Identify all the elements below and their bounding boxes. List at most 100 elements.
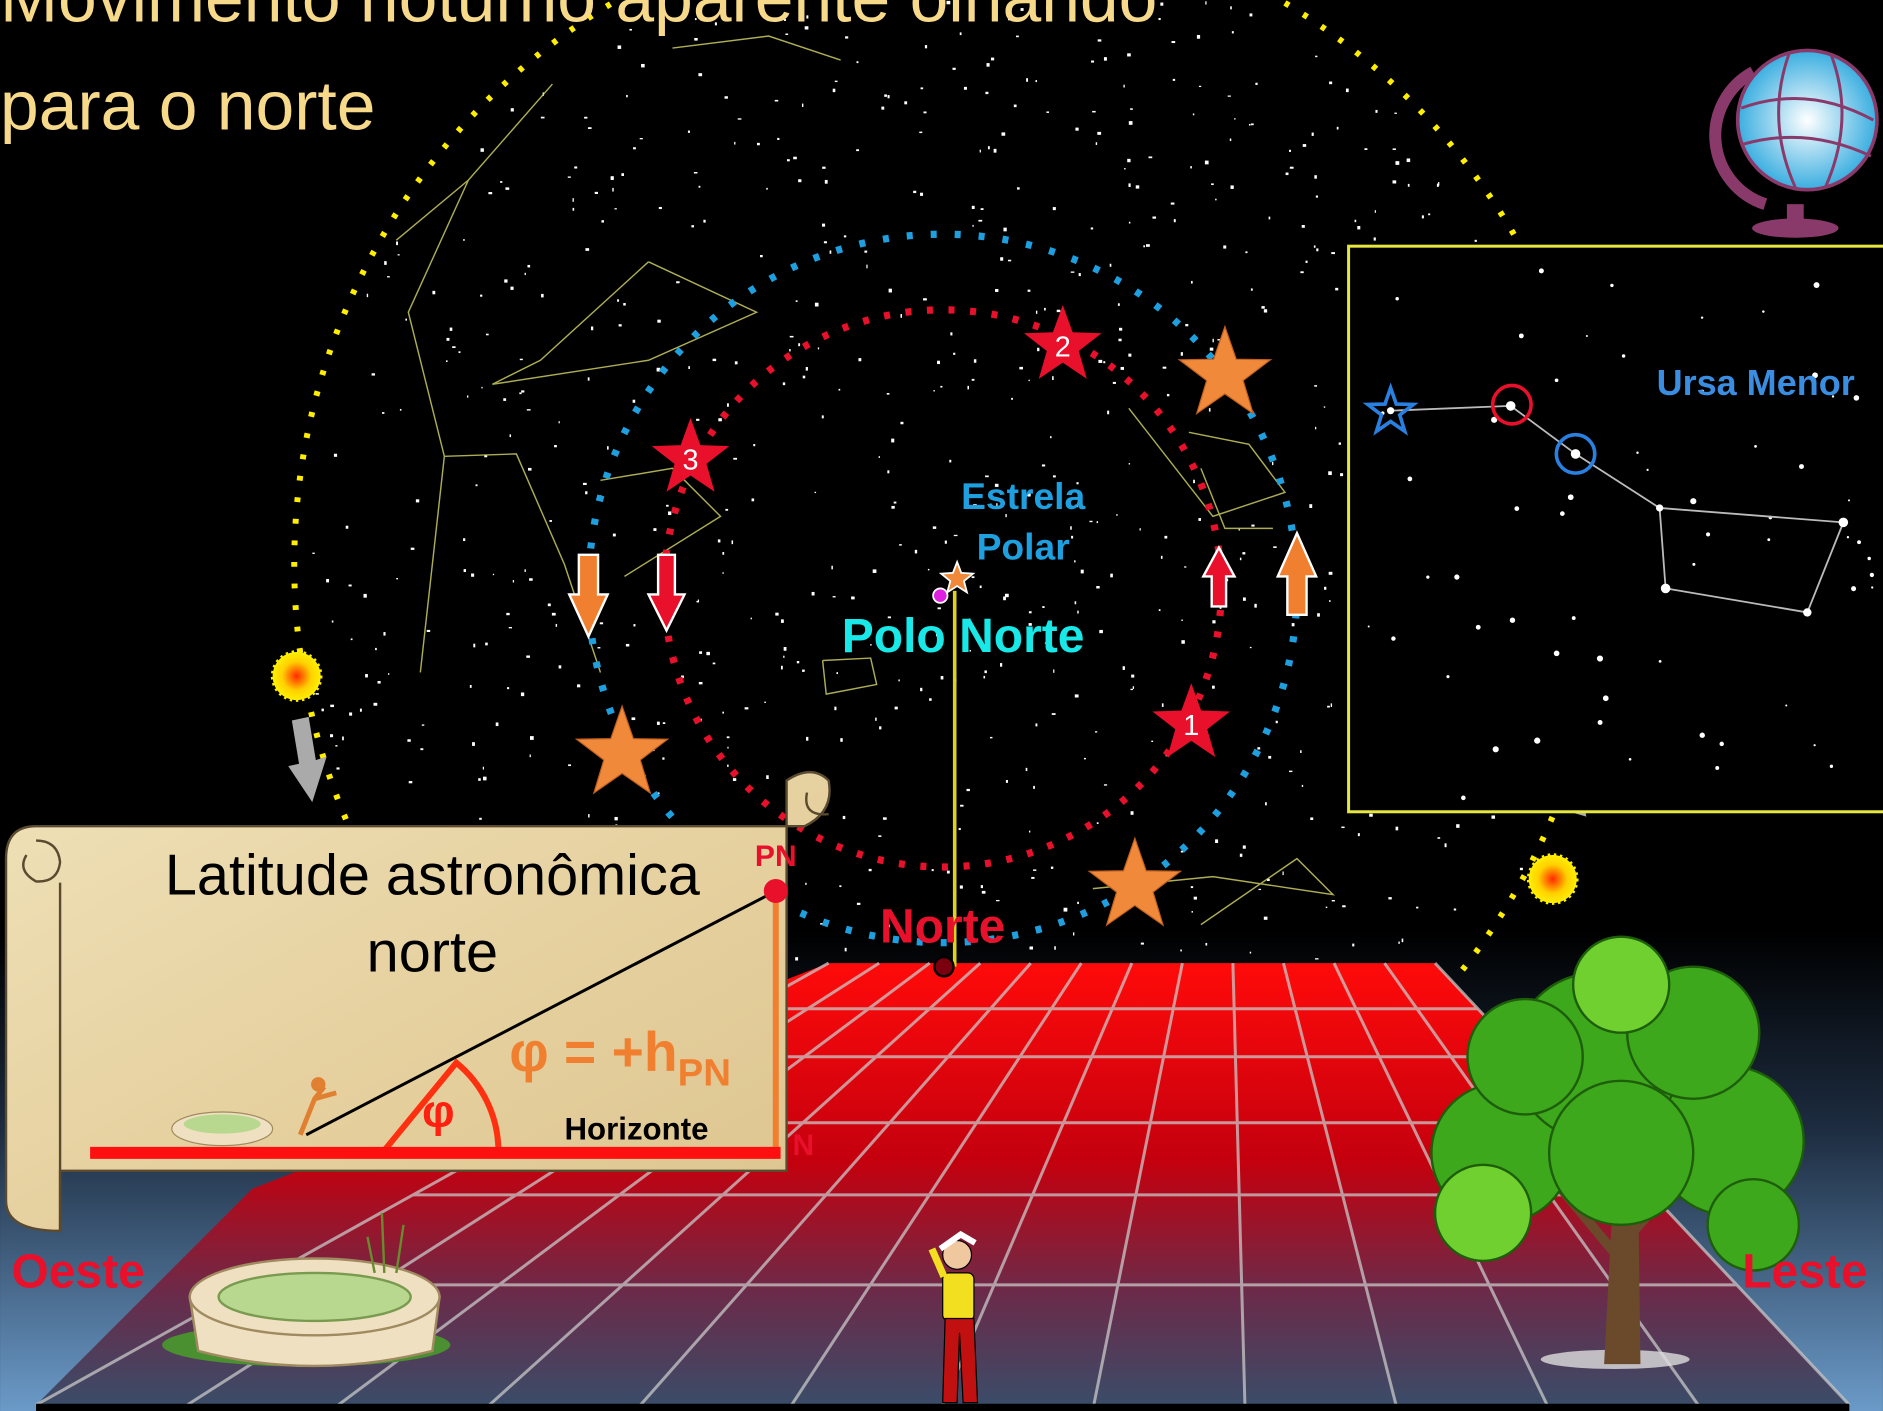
star-dot [1251, 288, 1253, 290]
star-dot [676, 281, 679, 283]
star-dot [552, 613, 556, 616]
star-dot [375, 648, 377, 650]
star-dot [1554, 651, 1560, 657]
star-dot [1140, 528, 1141, 530]
star-dot [887, 393, 890, 395]
star-dot [802, 104, 803, 107]
star-dot [463, 239, 465, 241]
star-dot [1303, 144, 1306, 147]
star-dot [1036, 311, 1037, 314]
star-dot [1128, 354, 1131, 357]
star-dot [1315, 427, 1316, 429]
star-dot [422, 724, 425, 725]
star-dot [753, 444, 755, 446]
star-dot [941, 676, 944, 679]
star-dot [1848, 499, 1850, 501]
star-dot [526, 655, 530, 657]
star-dot [858, 358, 861, 361]
star-dot [1269, 217, 1271, 220]
star-dot [640, 138, 643, 139]
star-dot [806, 737, 808, 741]
star-dot [470, 685, 472, 688]
star-dot [1324, 406, 1325, 407]
star-dot [485, 643, 488, 646]
star-dot [1035, 723, 1037, 726]
star-dot [923, 111, 926, 113]
star-dot [618, 45, 622, 48]
star-dot [777, 138, 779, 140]
star-dot [1071, 271, 1075, 272]
star-dot [1143, 245, 1145, 247]
star-dot [1228, 96, 1231, 97]
star-dot [713, 663, 716, 665]
star-dot [982, 891, 986, 894]
star-dot [1129, 463, 1130, 464]
star-dot [1192, 911, 1193, 913]
star-dot [698, 73, 702, 76]
star-dot [1033, 869, 1036, 870]
star-dot [617, 299, 619, 301]
star-dot [806, 367, 808, 371]
star-dot [938, 607, 941, 609]
star-dot [585, 491, 587, 494]
star-dot [1084, 758, 1086, 759]
star-dot [839, 389, 841, 391]
star-dot [1073, 932, 1074, 935]
star-dot [1358, 833, 1360, 836]
star-dot [1309, 504, 1312, 508]
north-pole-label: Polo Norte [842, 610, 1085, 663]
star-dot [722, 572, 723, 573]
star-dot [1160, 3, 1163, 6]
star-dot [621, 173, 624, 176]
star-dot [1205, 161, 1209, 165]
star-dot [476, 484, 478, 486]
star-dot [972, 379, 975, 381]
star-dot [818, 347, 819, 349]
star-dot [696, 419, 699, 421]
star-dot [1396, 827, 1399, 831]
star-dot [568, 764, 571, 766]
star-dot [1851, 586, 1856, 591]
star-dot [1026, 78, 1028, 82]
star-dot [1337, 127, 1339, 130]
star-dot [1205, 1, 1206, 4]
star-dot [1659, 660, 1662, 663]
star-dot [396, 241, 398, 245]
star-dot [972, 225, 973, 227]
star-dot [336, 767, 339, 769]
star-dot [1393, 180, 1397, 183]
star-dot [1036, 80, 1037, 82]
star-dot [815, 492, 817, 493]
star-dot [659, 207, 662, 209]
star-dot [585, 248, 589, 251]
star-dot [839, 885, 841, 887]
star-dot [591, 326, 593, 330]
star-dot [1408, 184, 1410, 187]
star-dot [452, 346, 455, 348]
star-dot [699, 186, 701, 188]
star-dot [549, 520, 552, 522]
star-dot [1098, 39, 1102, 41]
star-dot [1075, 128, 1078, 131]
star-dot [815, 303, 819, 307]
north-point [934, 957, 953, 976]
star-dot [959, 828, 961, 830]
star-dot [1268, 756, 1271, 759]
inset-panel [1349, 246, 1883, 812]
star-dot [1230, 139, 1231, 142]
star-dot [881, 107, 884, 110]
star-dot [913, 191, 916, 193]
star-dot [595, 192, 598, 194]
star-dot [1003, 228, 1006, 232]
star-dot [505, 187, 509, 189]
star-dot [511, 108, 514, 111]
star-number: 2 [1055, 332, 1071, 364]
star-dot [367, 294, 368, 297]
star-dot [1324, 587, 1326, 590]
star-dot [1163, 367, 1167, 369]
star-dot [945, 541, 947, 544]
star-dot [588, 814, 589, 817]
star-dot [878, 835, 881, 837]
star-dot [473, 644, 475, 648]
star-dot [1310, 817, 1313, 820]
